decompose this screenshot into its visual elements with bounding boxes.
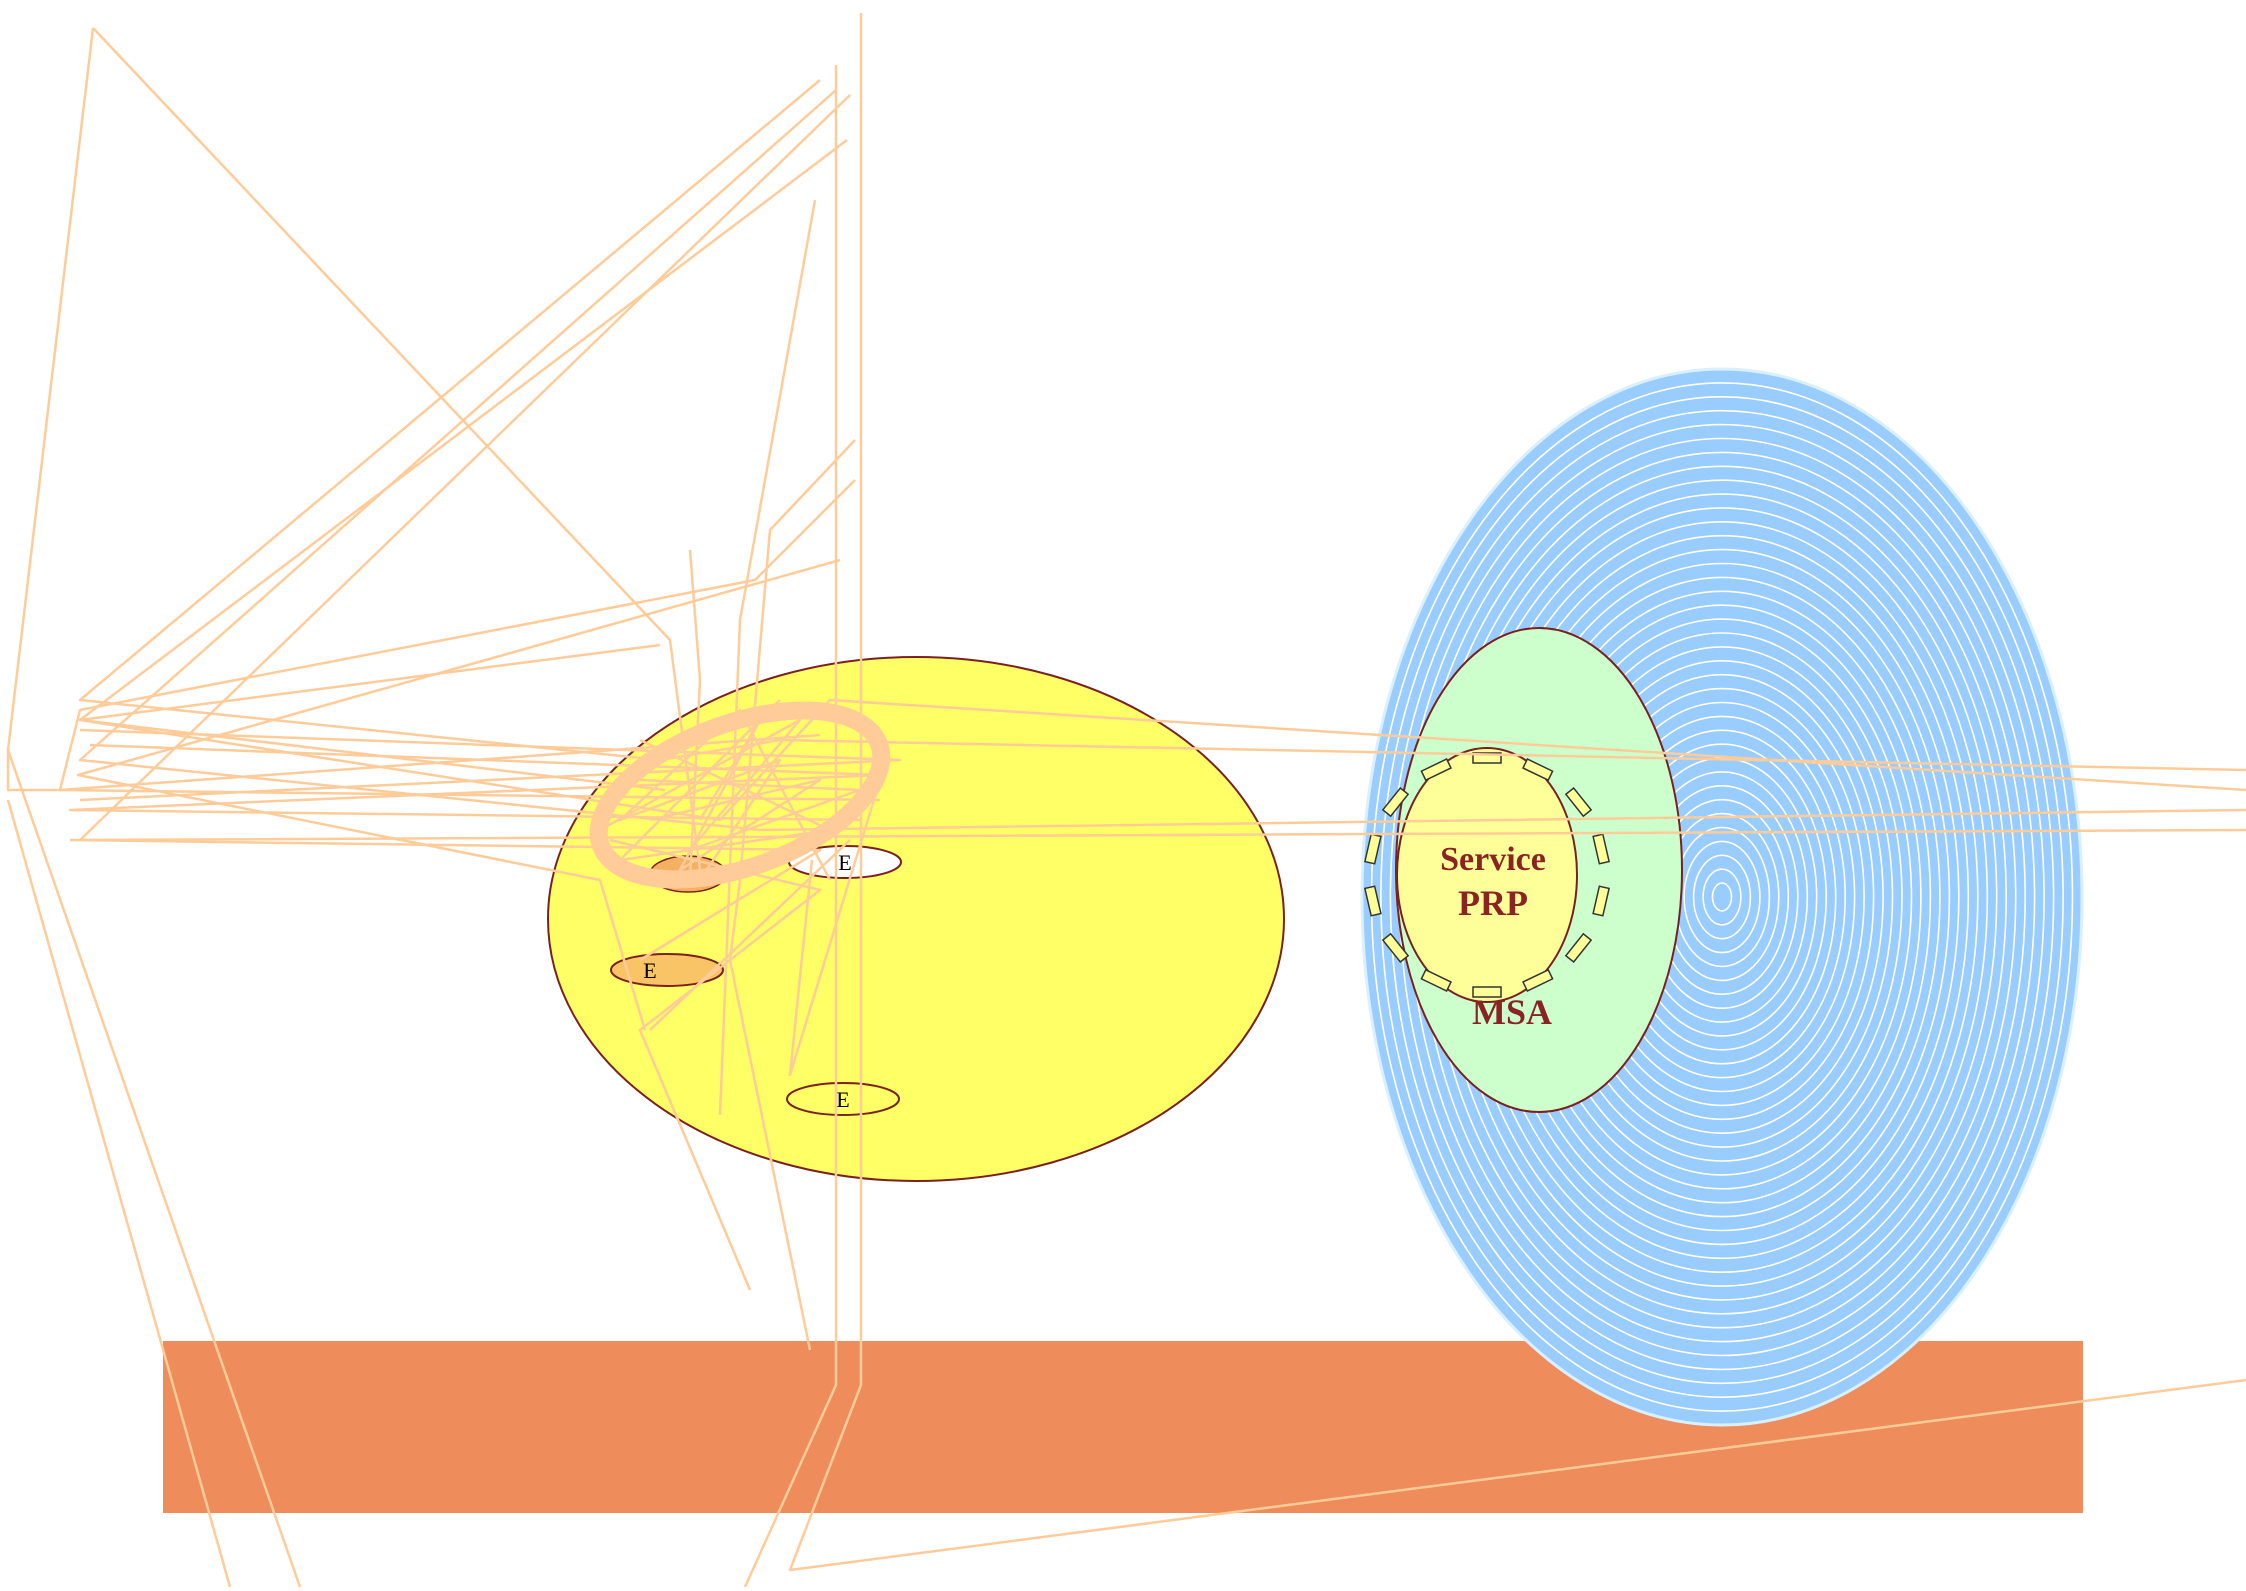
dash-segment [1564, 932, 1593, 964]
dash-segment [1364, 885, 1382, 917]
blue-ring [1702, 868, 1742, 926]
blue-ring [1692, 854, 1752, 940]
e-node-white-label: E [838, 850, 851, 875]
service-prp-ellipse [1396, 747, 1578, 1003]
scribble-line [688, 549, 702, 881]
msa-label: MSA [1472, 992, 1552, 1032]
e-node-bottom-label: E [836, 1087, 849, 1112]
scribble-line [76, 558, 841, 1031]
scribble-line [92, 27, 702, 871]
blue-ring [1683, 840, 1761, 954]
service-label: Service [1440, 841, 1546, 878]
dash-segment [1381, 786, 1410, 818]
dash-segment [1472, 986, 1502, 998]
dash-segment [1472, 752, 1502, 764]
scribble-line [78, 79, 2246, 772]
scribble-line [69, 838, 822, 962]
dash-segment [1522, 968, 1554, 992]
scribble-line [788, 13, 2246, 1572]
prp-label: PRP [1458, 883, 1528, 923]
scribble-line [718, 199, 817, 1116]
blue-ring [1380, 395, 2064, 1399]
dash-segment [1592, 885, 1610, 917]
scribble-lines [6, 13, 2246, 1588]
e-node-orange: E [610, 953, 724, 987]
dash-segment [1364, 833, 1382, 865]
scribble-line [618, 699, 832, 862]
blue-ring [1711, 882, 1733, 912]
scribble-line [649, 839, 851, 1031]
dash-segment [1381, 932, 1410, 964]
dash-segment [1522, 758, 1554, 782]
dash-segment [1420, 758, 1452, 782]
scribble-line [609, 838, 822, 1291]
blue-ring [1389, 409, 2055, 1385]
scribble-line [79, 728, 902, 802]
dashed-segment-ring [1364, 752, 1610, 998]
e-node-bottom: E [786, 1082, 900, 1116]
scribble-thick-ring [589, 701, 891, 889]
scribble-line [6, 733, 821, 792]
scribble-line [68, 743, 882, 822]
dash-segment [1420, 968, 1452, 992]
scribble-line [728, 439, 856, 1351]
scribble-line [78, 139, 2246, 822]
scribble-line [78, 643, 666, 792]
scribble-line [58, 479, 881, 802]
yellow-ellipse [547, 656, 1285, 1182]
scribble-line [743, 65, 838, 1588]
dash-segment [1564, 786, 1593, 818]
e-node-orange-label: E [643, 958, 656, 983]
scribble-line [6, 799, 232, 1588]
dash-segment [1592, 833, 1610, 865]
scribble-line [788, 779, 882, 1077]
